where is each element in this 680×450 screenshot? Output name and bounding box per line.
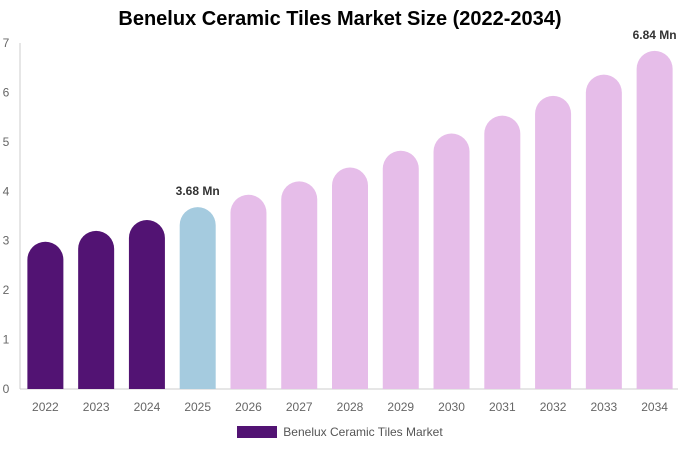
x-tick-label: 2024	[134, 400, 161, 414]
bar-2028	[332, 167, 368, 389]
x-tick-label: 2029	[387, 400, 414, 414]
data-label: 3.68 Mn	[176, 184, 220, 198]
x-tick-label: 2032	[540, 400, 567, 414]
y-tick-label: 0	[3, 382, 10, 396]
y-tick-label: 2	[3, 283, 10, 297]
bar-2027	[281, 181, 318, 389]
chart-title: Benelux Ceramic Tiles Market Size (2022-…	[118, 8, 562, 30]
bar-2033	[585, 74, 622, 390]
y-tick-label: 1	[3, 333, 10, 347]
bar-2030	[433, 133, 470, 389]
x-tick-label: 2022	[32, 400, 59, 414]
x-tick-label: 2028	[337, 400, 364, 414]
legend[interactable]: Benelux Ceramic Tiles Market	[0, 425, 680, 439]
bar-2029	[382, 150, 419, 389]
bar-2022	[27, 241, 64, 389]
bar-2026	[230, 194, 267, 389]
x-tick-label: 2025	[184, 400, 211, 414]
y-tick-label: 6	[3, 85, 10, 99]
x-tick-label: 2033	[590, 400, 617, 414]
legend-swatch	[237, 426, 278, 438]
bar-2034	[636, 50, 673, 390]
legend-label: Benelux Ceramic Tiles Market	[283, 425, 443, 439]
x-tick-label: 2030	[438, 400, 465, 414]
y-tick-label: 4	[3, 184, 10, 198]
y-tick-label: 3	[3, 234, 10, 248]
x-tick-label: 2023	[83, 400, 110, 414]
bar-2025	[179, 207, 216, 389]
bar-2031	[484, 115, 521, 389]
x-tick-label: 2026	[235, 400, 262, 414]
y-tick-label: 7	[3, 36, 10, 50]
x-tick-label: 2027	[286, 400, 313, 414]
x-tick-label: 2034	[641, 400, 668, 414]
x-tick-label: 2031	[489, 400, 516, 414]
bar-2032	[535, 95, 572, 389]
data-label: 6.84 Mn	[633, 28, 677, 42]
bar-2024	[128, 219, 165, 389]
bar-2023	[78, 230, 115, 389]
y-tick-label: 5	[3, 135, 10, 149]
